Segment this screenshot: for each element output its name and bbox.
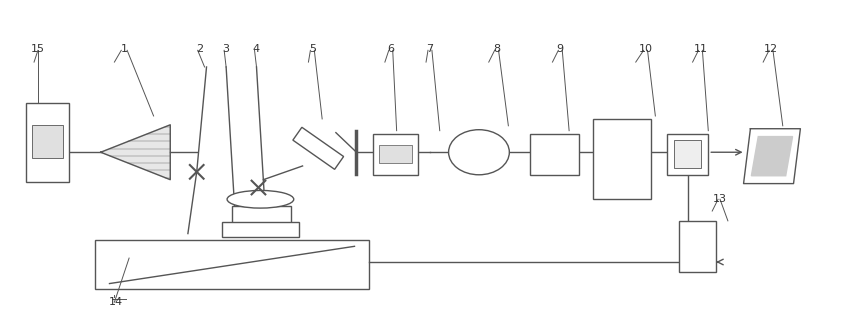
Text: 6: 6 bbox=[387, 44, 395, 54]
Text: 8: 8 bbox=[493, 44, 500, 54]
Bar bbox=[232, 206, 291, 224]
Text: 5: 5 bbox=[309, 44, 316, 54]
Text: 2: 2 bbox=[196, 44, 203, 54]
Text: 10: 10 bbox=[639, 44, 652, 54]
Bar bbox=[373, 133, 419, 175]
Bar bbox=[32, 125, 63, 158]
Polygon shape bbox=[752, 136, 793, 176]
Ellipse shape bbox=[449, 130, 509, 175]
Text: 9: 9 bbox=[556, 44, 564, 54]
Polygon shape bbox=[101, 125, 170, 180]
Bar bbox=[95, 240, 369, 289]
Text: 15: 15 bbox=[31, 44, 45, 54]
Bar bbox=[674, 140, 701, 168]
Bar bbox=[592, 119, 651, 199]
Bar bbox=[379, 145, 413, 163]
Bar bbox=[530, 133, 579, 175]
Text: 3: 3 bbox=[223, 44, 229, 54]
Text: 13: 13 bbox=[713, 195, 727, 204]
Bar bbox=[679, 221, 716, 272]
Bar bbox=[667, 133, 708, 175]
Ellipse shape bbox=[227, 191, 294, 208]
Text: 1: 1 bbox=[121, 44, 128, 54]
Bar bbox=[223, 222, 299, 236]
Bar bbox=[27, 103, 69, 182]
Text: 14: 14 bbox=[110, 297, 123, 307]
Polygon shape bbox=[744, 129, 800, 184]
Text: 11: 11 bbox=[693, 44, 707, 54]
Text: 12: 12 bbox=[764, 44, 778, 54]
Text: 7: 7 bbox=[426, 44, 433, 54]
Bar bbox=[293, 127, 343, 169]
Text: 4: 4 bbox=[253, 44, 260, 54]
